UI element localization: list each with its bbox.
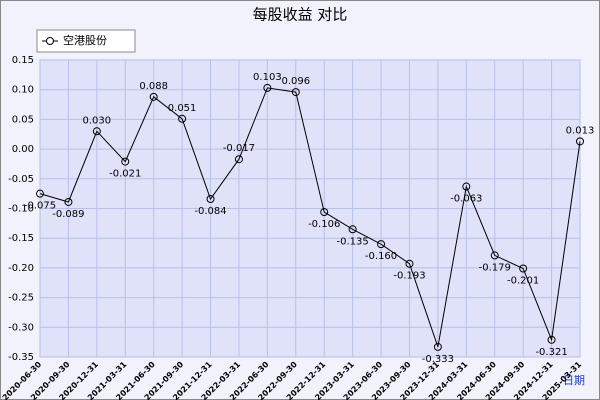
point bbox=[36, 189, 44, 198]
y-tick-label: -0.15 bbox=[8, 233, 34, 244]
data-label: -0.089 bbox=[52, 209, 84, 220]
point bbox=[576, 137, 584, 146]
data-label: -0.179 bbox=[479, 262, 511, 273]
data-label: -0.193 bbox=[393, 271, 425, 282]
point bbox=[462, 182, 471, 191]
point bbox=[121, 157, 130, 166]
y-tick-label: -0.25 bbox=[8, 293, 34, 304]
y-tick-label: -0.05 bbox=[8, 174, 34, 185]
legend-label: 空港股份 bbox=[63, 33, 107, 47]
chart-title: 每股收益 对比 bbox=[253, 6, 348, 24]
data-label: -0.160 bbox=[365, 251, 397, 262]
legend bbox=[36, 29, 136, 53]
point bbox=[433, 342, 442, 351]
data-label: -0.333 bbox=[422, 354, 454, 365]
data-label: -0.201 bbox=[507, 275, 539, 286]
point bbox=[547, 335, 556, 344]
point bbox=[263, 83, 272, 92]
point bbox=[348, 225, 357, 234]
y-tick-label: 0.15 bbox=[12, 55, 34, 66]
point bbox=[405, 259, 414, 268]
data-label: -0.106 bbox=[308, 219, 340, 230]
data-label: 0.051 bbox=[168, 103, 197, 114]
data-label: -0.021 bbox=[109, 169, 141, 180]
point bbox=[64, 197, 73, 206]
y-tick-label: 0.05 bbox=[12, 114, 34, 125]
data-label: 0.096 bbox=[281, 76, 310, 87]
data-label: 0.013 bbox=[566, 125, 595, 136]
y-tick-label: -0.30 bbox=[8, 322, 34, 333]
data-label: 0.088 bbox=[139, 81, 168, 92]
data-label: -0.063 bbox=[450, 194, 482, 205]
y-tick-label: 0.00 bbox=[12, 144, 34, 155]
y-tick-label: -0.35 bbox=[8, 352, 34, 363]
data-label: -0.135 bbox=[337, 236, 369, 247]
data-label: 0.030 bbox=[83, 115, 112, 126]
data-label: -0.321 bbox=[535, 347, 567, 358]
point bbox=[149, 92, 158, 101]
y-tick-label: -0.20 bbox=[8, 263, 34, 274]
point bbox=[234, 155, 243, 164]
data-label: -0.017 bbox=[223, 143, 255, 154]
point bbox=[377, 240, 386, 249]
y-tick-label: -0.10 bbox=[8, 204, 34, 215]
legend-marker bbox=[46, 37, 54, 45]
line bbox=[39, 87, 581, 348]
point bbox=[206, 194, 215, 203]
x-axis-label: 日期 bbox=[563, 374, 585, 387]
point bbox=[291, 88, 300, 97]
data-label: -0.075 bbox=[24, 201, 56, 212]
data-label: -0.084 bbox=[194, 206, 226, 217]
point bbox=[490, 251, 499, 260]
point bbox=[519, 264, 528, 273]
y-tick-label: 0.10 bbox=[12, 85, 34, 96]
point bbox=[92, 127, 101, 136]
point bbox=[178, 114, 187, 123]
point bbox=[320, 208, 329, 217]
data-label: 0.103 bbox=[253, 72, 282, 83]
